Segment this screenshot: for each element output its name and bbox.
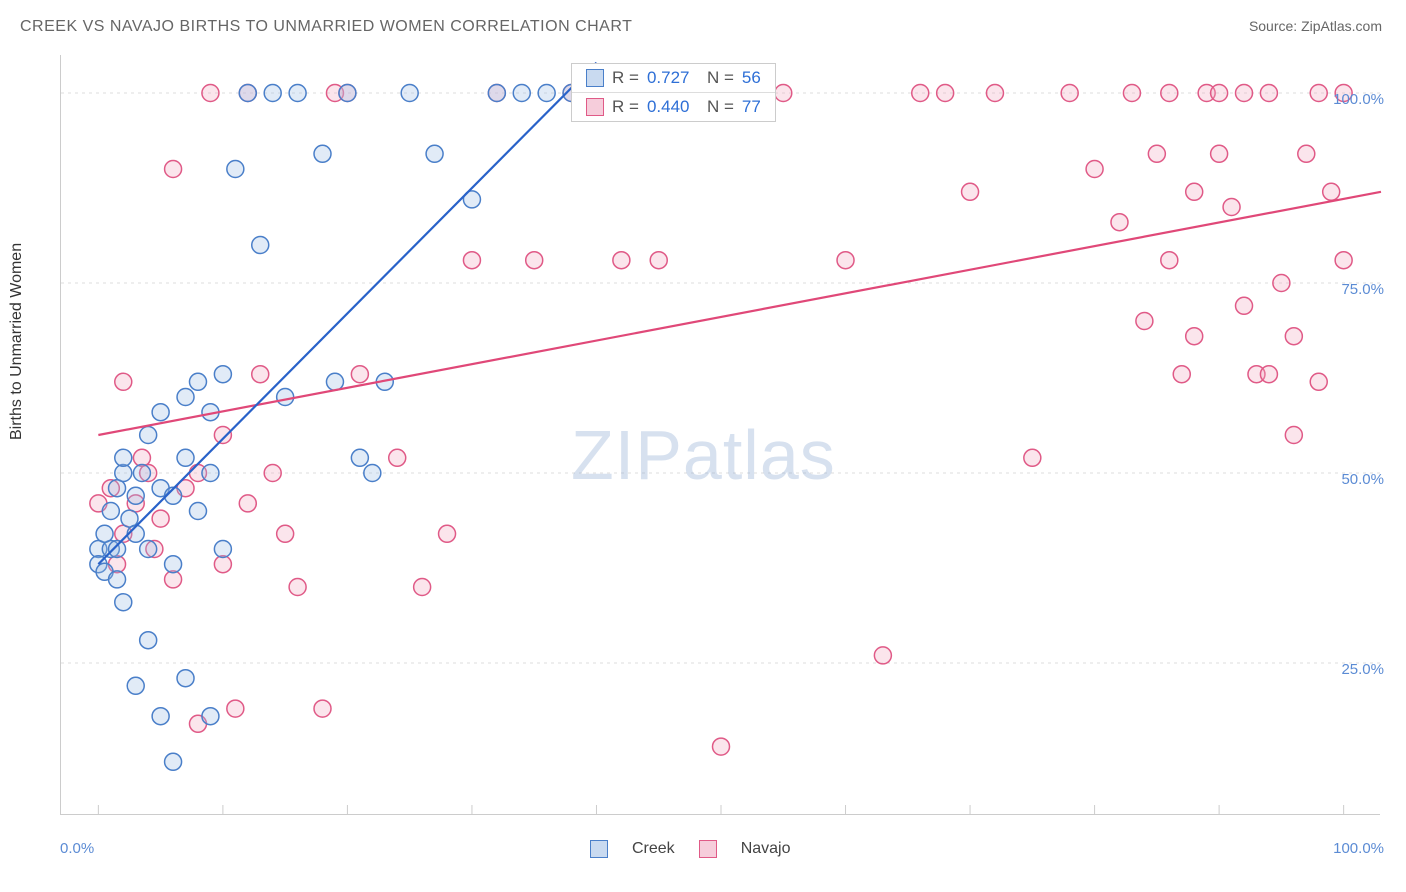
chart-container: CREEK VS NAVAJO BIRTHS TO UNMARRIED WOME… [0,0,1406,892]
watermark-bold: ZIP [571,416,683,494]
stats-legend: R = 0.727 N = 56 R = 0.440 N = 77 [571,63,776,122]
n-label: N = [707,97,734,117]
navajo-legend-swatch [699,840,717,858]
creek-legend-swatch [590,840,608,858]
chart-title: CREEK VS NAVAJO BIRTHS TO UNMARRIED WOME… [20,18,632,36]
plot-area: ZIPatlas R = 0.727 N = 56 R = 0.440 N = … [60,55,1380,815]
y-tick-label: 100.0% [1333,91,1384,108]
navajo-legend-label: Navajo [741,840,791,858]
n-value-navajo: 77 [742,97,761,117]
stats-row-creek: R = 0.727 N = 56 [572,64,775,92]
series-legend: Creek Navajo [590,840,791,858]
creek-legend-label: Creek [632,840,675,858]
r-label: R = [612,68,639,88]
r-value-creek: 0.727 [647,68,699,88]
r-label: R = [612,97,639,117]
x-tick-label: 100.0% [1333,840,1384,857]
source-label: Source: ZipAtlas.com [1249,18,1382,34]
n-value-creek: 56 [742,68,761,88]
y-tick-label: 50.0% [1341,471,1384,488]
y-tick-label: 25.0% [1341,661,1384,678]
y-tick-label: 75.0% [1341,281,1384,298]
stats-row-navajo: R = 0.440 N = 77 [572,92,775,121]
y-axis-label: Births to Unmarried Women [8,243,26,440]
creek-swatch [586,69,604,87]
n-label: N = [707,68,734,88]
navajo-swatch [586,98,604,116]
watermark-light: atlas [683,416,836,494]
r-value-navajo: 0.440 [647,97,699,117]
watermark: ZIPatlas [571,415,836,495]
x-tick-label: 0.0% [60,840,94,857]
